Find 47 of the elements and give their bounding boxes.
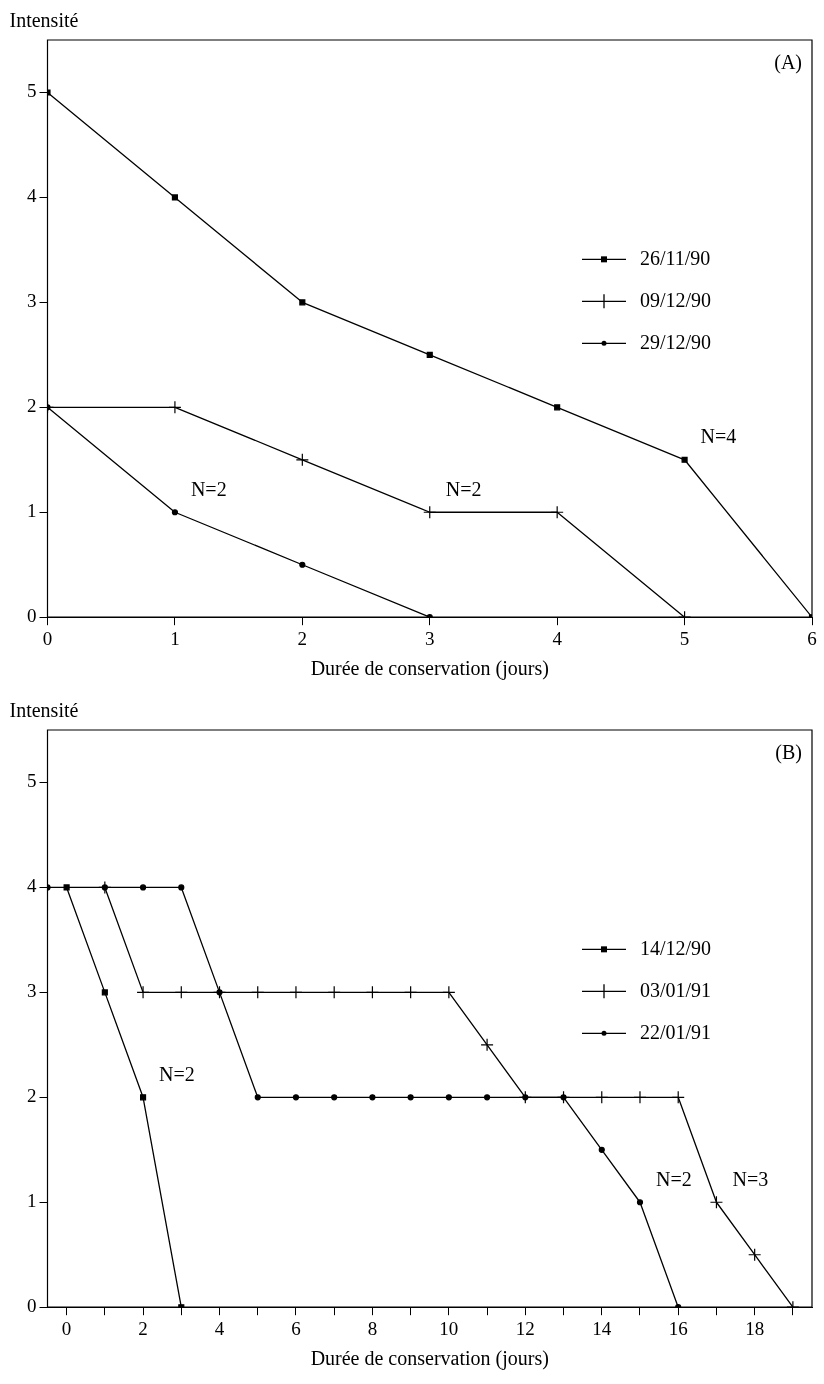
y-tick-label: 4 bbox=[27, 185, 37, 207]
x-axis-title: Durée de conservation (jours) bbox=[310, 1347, 549, 1371]
annotation: N=2 bbox=[655, 1167, 692, 1190]
annotation: (B) bbox=[775, 741, 802, 765]
y-tick-label: 0 bbox=[27, 1295, 37, 1317]
y-axis-title: Intensité bbox=[9, 699, 79, 722]
annotation: N=4 bbox=[700, 425, 737, 448]
x-tick-label: 8 bbox=[367, 1317, 378, 1339]
legend-label: 14/12/90 bbox=[640, 936, 712, 959]
legend-label: 22/01/91 bbox=[640, 1020, 712, 1043]
x-tick-label: 14 bbox=[592, 1317, 612, 1339]
x-tick-label: 12 bbox=[515, 1317, 535, 1339]
x-tick-label: 16 bbox=[668, 1317, 688, 1339]
x-tick-label: 2 bbox=[138, 1317, 148, 1339]
y-tick-label: 2 bbox=[27, 395, 37, 417]
y-tick-label: 3 bbox=[27, 980, 37, 1002]
x-tick-label: 4 bbox=[214, 1317, 225, 1339]
annotation: N=2 bbox=[445, 477, 482, 500]
annotation: (A) bbox=[774, 51, 802, 75]
x-tick-label: 1 bbox=[170, 627, 180, 649]
x-tick-label: 18 bbox=[745, 1317, 765, 1339]
x-axis-title: Durée de conservation (jours) bbox=[310, 657, 549, 681]
annotation: N=2 bbox=[159, 1062, 195, 1085]
x-tick-label: 2 bbox=[297, 627, 308, 649]
x-tick-label: 5 bbox=[679, 627, 690, 649]
legend-label: 09/12/90 bbox=[640, 288, 712, 311]
y-tick-label: 5 bbox=[27, 770, 37, 792]
y-tick-label: 1 bbox=[27, 500, 37, 522]
legend-label: 29/12/90 bbox=[640, 330, 712, 353]
x-tick-label: 6 bbox=[807, 627, 817, 649]
x-tick-label: 6 bbox=[291, 1317, 301, 1339]
x-tick-label: 0 bbox=[61, 1317, 72, 1339]
annotation: N=2 bbox=[190, 477, 227, 500]
y-tick-label: 0 bbox=[27, 605, 37, 627]
y-tick-label: 5 bbox=[27, 80, 37, 102]
y-tick-label: 3 bbox=[27, 290, 37, 312]
legend-label: 03/01/91 bbox=[640, 978, 712, 1001]
y-axis-title: Intensité bbox=[9, 9, 79, 32]
y-tick-label: 4 bbox=[27, 875, 37, 897]
x-tick-label: 0 bbox=[42, 627, 53, 649]
x-tick-label: 3 bbox=[425, 627, 435, 649]
x-tick-label: 10 bbox=[439, 1317, 459, 1339]
annotation: N=3 bbox=[732, 1167, 769, 1190]
legend-label: 26/11/90 bbox=[640, 246, 711, 269]
x-tick-label: 4 bbox=[552, 627, 563, 649]
y-tick-label: 2 bbox=[27, 1085, 37, 1107]
y-tick-label: 1 bbox=[27, 1190, 37, 1212]
